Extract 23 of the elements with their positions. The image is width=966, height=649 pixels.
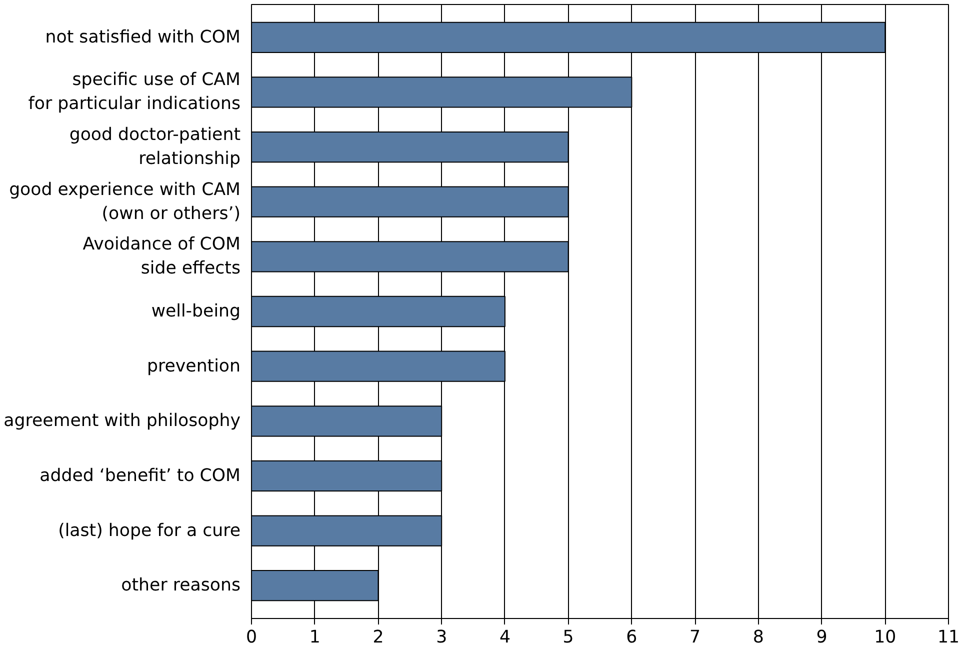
y-tick-label: other reasons [121,576,241,596]
y-tick-label: not satisfied with COM [45,27,241,48]
x-tick-label: 6 [626,628,638,648]
x-tick-label: 3 [436,628,448,648]
y-tick-label: added ‘benefit’ to COM [40,466,241,486]
x-tick-label: 10 [874,628,896,648]
x-tick-label: 9 [816,628,828,648]
x-tick-label: 5 [562,628,574,648]
y-tick-label: specific use of CAM for particular indications [28,70,241,114]
y-tick-label: well-being [151,302,240,322]
x-tick-label: 2 [372,628,384,648]
y-tick-label: good experience with CAM (own or others’) [9,180,241,224]
y-tick-label: agreement with philosophy [4,411,240,432]
y-tick-label: prevention [147,356,241,376]
y-tick-label: (last) hope for a cure [58,520,241,541]
x-tick-label: 11 [937,628,960,648]
y-tick-label: Avoidance of COM side effects [82,234,241,279]
x-tick-label: 1 [309,628,320,648]
x-tick-label: 0 [246,628,258,648]
x-tick-label: 8 [752,628,764,648]
x-tick-label: 7 [690,628,701,648]
x-tick-label: 4 [499,628,510,648]
y-tick-label: good doctor-patient relationship [69,125,241,170]
